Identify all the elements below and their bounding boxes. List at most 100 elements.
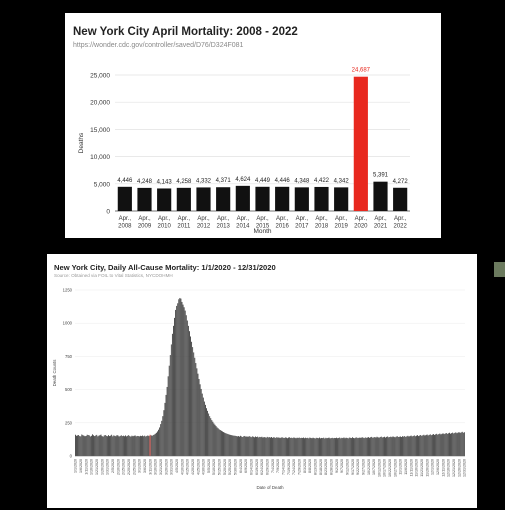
- bar: [423, 434, 425, 456]
- bar: [314, 186, 329, 211]
- bar: [353, 437, 354, 456]
- bar: [115, 436, 117, 456]
- bar: [331, 437, 333, 456]
- x-tick-label: 10/2/2020: [367, 459, 371, 475]
- bar: [276, 437, 278, 456]
- x-tick-label: Apr., 2020: [354, 216, 368, 230]
- bar: [291, 437, 293, 456]
- x-tick-label: Apr., 2010: [157, 216, 171, 230]
- bar: [404, 436, 406, 456]
- bar: [340, 438, 342, 456]
- bar: [125, 435, 126, 456]
- bar: [233, 435, 235, 456]
- bar: [251, 436, 253, 456]
- bar: [296, 437, 298, 456]
- bar: [235, 185, 250, 211]
- bar: [196, 368, 198, 456]
- bar: [197, 373, 199, 456]
- bar: [329, 438, 331, 456]
- bar: [298, 437, 300, 456]
- x-tick-label: Apr., 2011: [177, 216, 191, 230]
- data-label: 4,348: [294, 178, 310, 184]
- x-tick-label: 4/25/2020: [196, 459, 200, 475]
- bar: [101, 436, 103, 456]
- x-tick-label: 5/10/2020: [212, 459, 216, 475]
- x-tick-label: 10/17/2020: [383, 459, 387, 477]
- bar: [245, 436, 247, 456]
- bar: [92, 434, 93, 456]
- data-label: 4,624: [235, 177, 251, 183]
- bar: [146, 435, 148, 456]
- x-tick-label: 9/2/2020: [335, 459, 339, 473]
- bar: [257, 436, 259, 456]
- bar: [238, 436, 239, 456]
- bar: [176, 305, 178, 456]
- bar: [100, 434, 102, 456]
- bar: [216, 427, 218, 456]
- bar: [109, 436, 110, 456]
- bar: [433, 434, 434, 456]
- bar: [361, 437, 363, 456]
- bar: [339, 437, 341, 456]
- bar: [320, 438, 321, 456]
- bar: [403, 436, 405, 456]
- bar: [278, 437, 280, 456]
- bar: [428, 434, 430, 456]
- bar: [309, 437, 311, 456]
- x-axis-label: Month: [253, 228, 271, 235]
- bar: [265, 437, 267, 456]
- bar: [462, 432, 464, 456]
- bar: [112, 436, 114, 456]
- bar: [103, 435, 105, 456]
- x-tick-label: 9/22/2020: [356, 459, 360, 475]
- x-tick-label: Apr., 2016: [275, 216, 289, 230]
- bar: [387, 436, 389, 456]
- bar: [205, 404, 206, 456]
- bar: [129, 436, 131, 456]
- x-tick-label: 12/11/2020: [441, 459, 445, 477]
- bar: [254, 437, 255, 456]
- y-tick-label: 5,000: [94, 181, 111, 188]
- bar: [268, 437, 270, 456]
- bar: [333, 437, 335, 456]
- bar: [88, 435, 90, 456]
- x-tick-label: 2/25/2020: [132, 459, 136, 475]
- bar: [388, 437, 390, 456]
- bar: [321, 437, 323, 456]
- x-tick-label: 8/18/2020: [319, 459, 323, 475]
- bar: [444, 433, 446, 456]
- x-tick-label: 5/20/2020: [223, 459, 227, 475]
- x-tick-label: 8/3/2020: [303, 459, 307, 473]
- bar: [354, 438, 356, 456]
- bar: [300, 437, 302, 456]
- bar: [246, 436, 248, 456]
- bar: [110, 435, 112, 456]
- x-tick-label: 7/24/2020: [292, 459, 296, 475]
- y-axis-label: Death Counts: [52, 359, 57, 387]
- bar: [336, 437, 337, 456]
- bar: [164, 402, 166, 456]
- x-tick-label: 12/21/2020: [452, 459, 456, 477]
- bar: [332, 438, 334, 456]
- bar: [169, 355, 171, 456]
- bar: [426, 434, 428, 456]
- bar: [440, 434, 442, 456]
- bar: [418, 436, 419, 456]
- bar: [289, 437, 291, 456]
- x-tick-label: Apr., 2021: [374, 216, 388, 230]
- bar: [77, 435, 79, 456]
- bar: [392, 436, 394, 456]
- bar: [120, 435, 122, 456]
- bar: [434, 434, 435, 456]
- bar: [272, 437, 274, 456]
- x-tick-label: 3/26/2020: [164, 459, 168, 475]
- x-tick-label: 8/8/2020: [308, 459, 312, 473]
- y-tick-label: 0: [106, 209, 110, 216]
- bar: [328, 437, 330, 456]
- bar: [413, 435, 415, 456]
- bar: [165, 394, 167, 456]
- bar: [308, 438, 310, 456]
- bar: [406, 436, 408, 456]
- x-tick-label: Apr., 2013: [216, 216, 230, 230]
- x-tick-label: 11/11/2020: [409, 459, 413, 476]
